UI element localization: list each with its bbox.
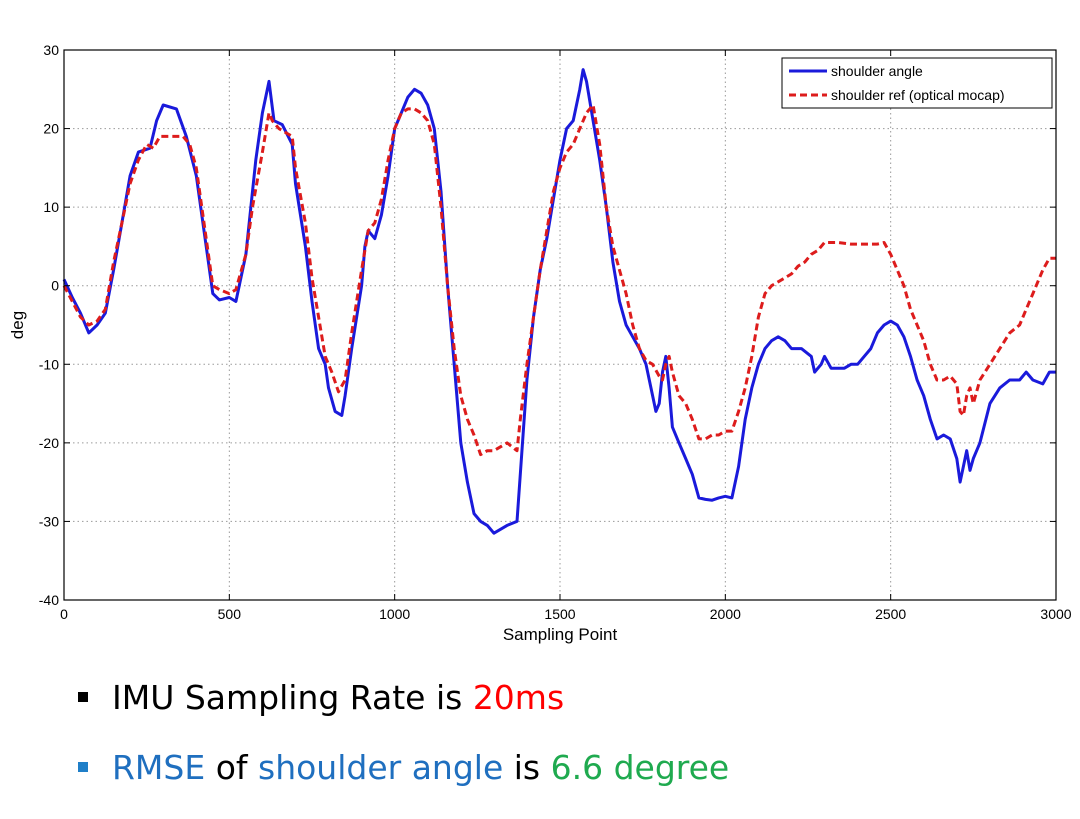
bullet-list: IMU Sampling Rate is 20ms RMSE of should… [78,672,729,812]
bullet-text-part: shoulder angle [258,747,504,787]
series-lines [62,68,1056,535]
y-tick-labels: -40 -30 -20 -10 0 10 20 30 [39,42,59,608]
series-line-shoulder-angle [62,68,1056,535]
bullet-text-part: is [503,747,551,787]
x-tick-label: 0 [60,606,68,622]
legend-label-shoulder-angle: shoulder angle [831,63,923,79]
bullet-text-part: of [205,747,258,787]
x-tick-label: 3000 [1040,606,1071,622]
x-tick-label: 500 [218,606,242,622]
bullet-text-part: 20ms [472,677,565,717]
y-axis-label: deg [8,311,27,339]
x-axis-label: Sampling Point [503,625,618,644]
x-tick-label: 1500 [544,606,575,622]
series-line-shoulder-ref [62,103,1056,457]
y-tick-label: -40 [39,592,59,608]
legend-label-shoulder-ref: shoulder ref (optical mocap) [831,87,1005,103]
bullet-sampling-rate: IMU Sampling Rate is 20ms [78,672,729,722]
x-tick-label: 2000 [710,606,741,622]
y-tick-label: 10 [43,199,59,215]
x-tick-label: 1000 [379,606,410,622]
x-tick-label: 2500 [875,606,906,622]
legend-box [781,57,1053,109]
y-tick-label: 20 [43,121,59,137]
tick-marks [63,49,1057,601]
legend: shoulder angle shoulder ref (optical moc… [781,57,1053,109]
x-tick-labels: 0 500 1000 1500 2000 2500 3000 [60,606,1072,622]
bullet-marker [78,692,88,702]
bullet-text-part: 6.6 degree [550,747,730,787]
y-tick-label: 30 [43,42,59,58]
y-tick-label: -10 [39,356,59,372]
line-chart: 0 500 1000 1500 2000 2500 3000 -40 -30 -20 -10 0 10… [8,42,1072,644]
bullet-text-part: IMU Sampling Rate is [112,677,473,717]
y-tick-label: -30 [39,513,59,529]
grid-lines [64,50,1056,600]
bullet-rmse: RMSE of shoulder angle is 6.6 degree [78,742,729,792]
bullet-text-part: RMSE [112,747,206,787]
y-tick-label: 0 [51,278,59,294]
y-tick-label: -20 [39,435,59,451]
bullet-marker [78,762,88,772]
